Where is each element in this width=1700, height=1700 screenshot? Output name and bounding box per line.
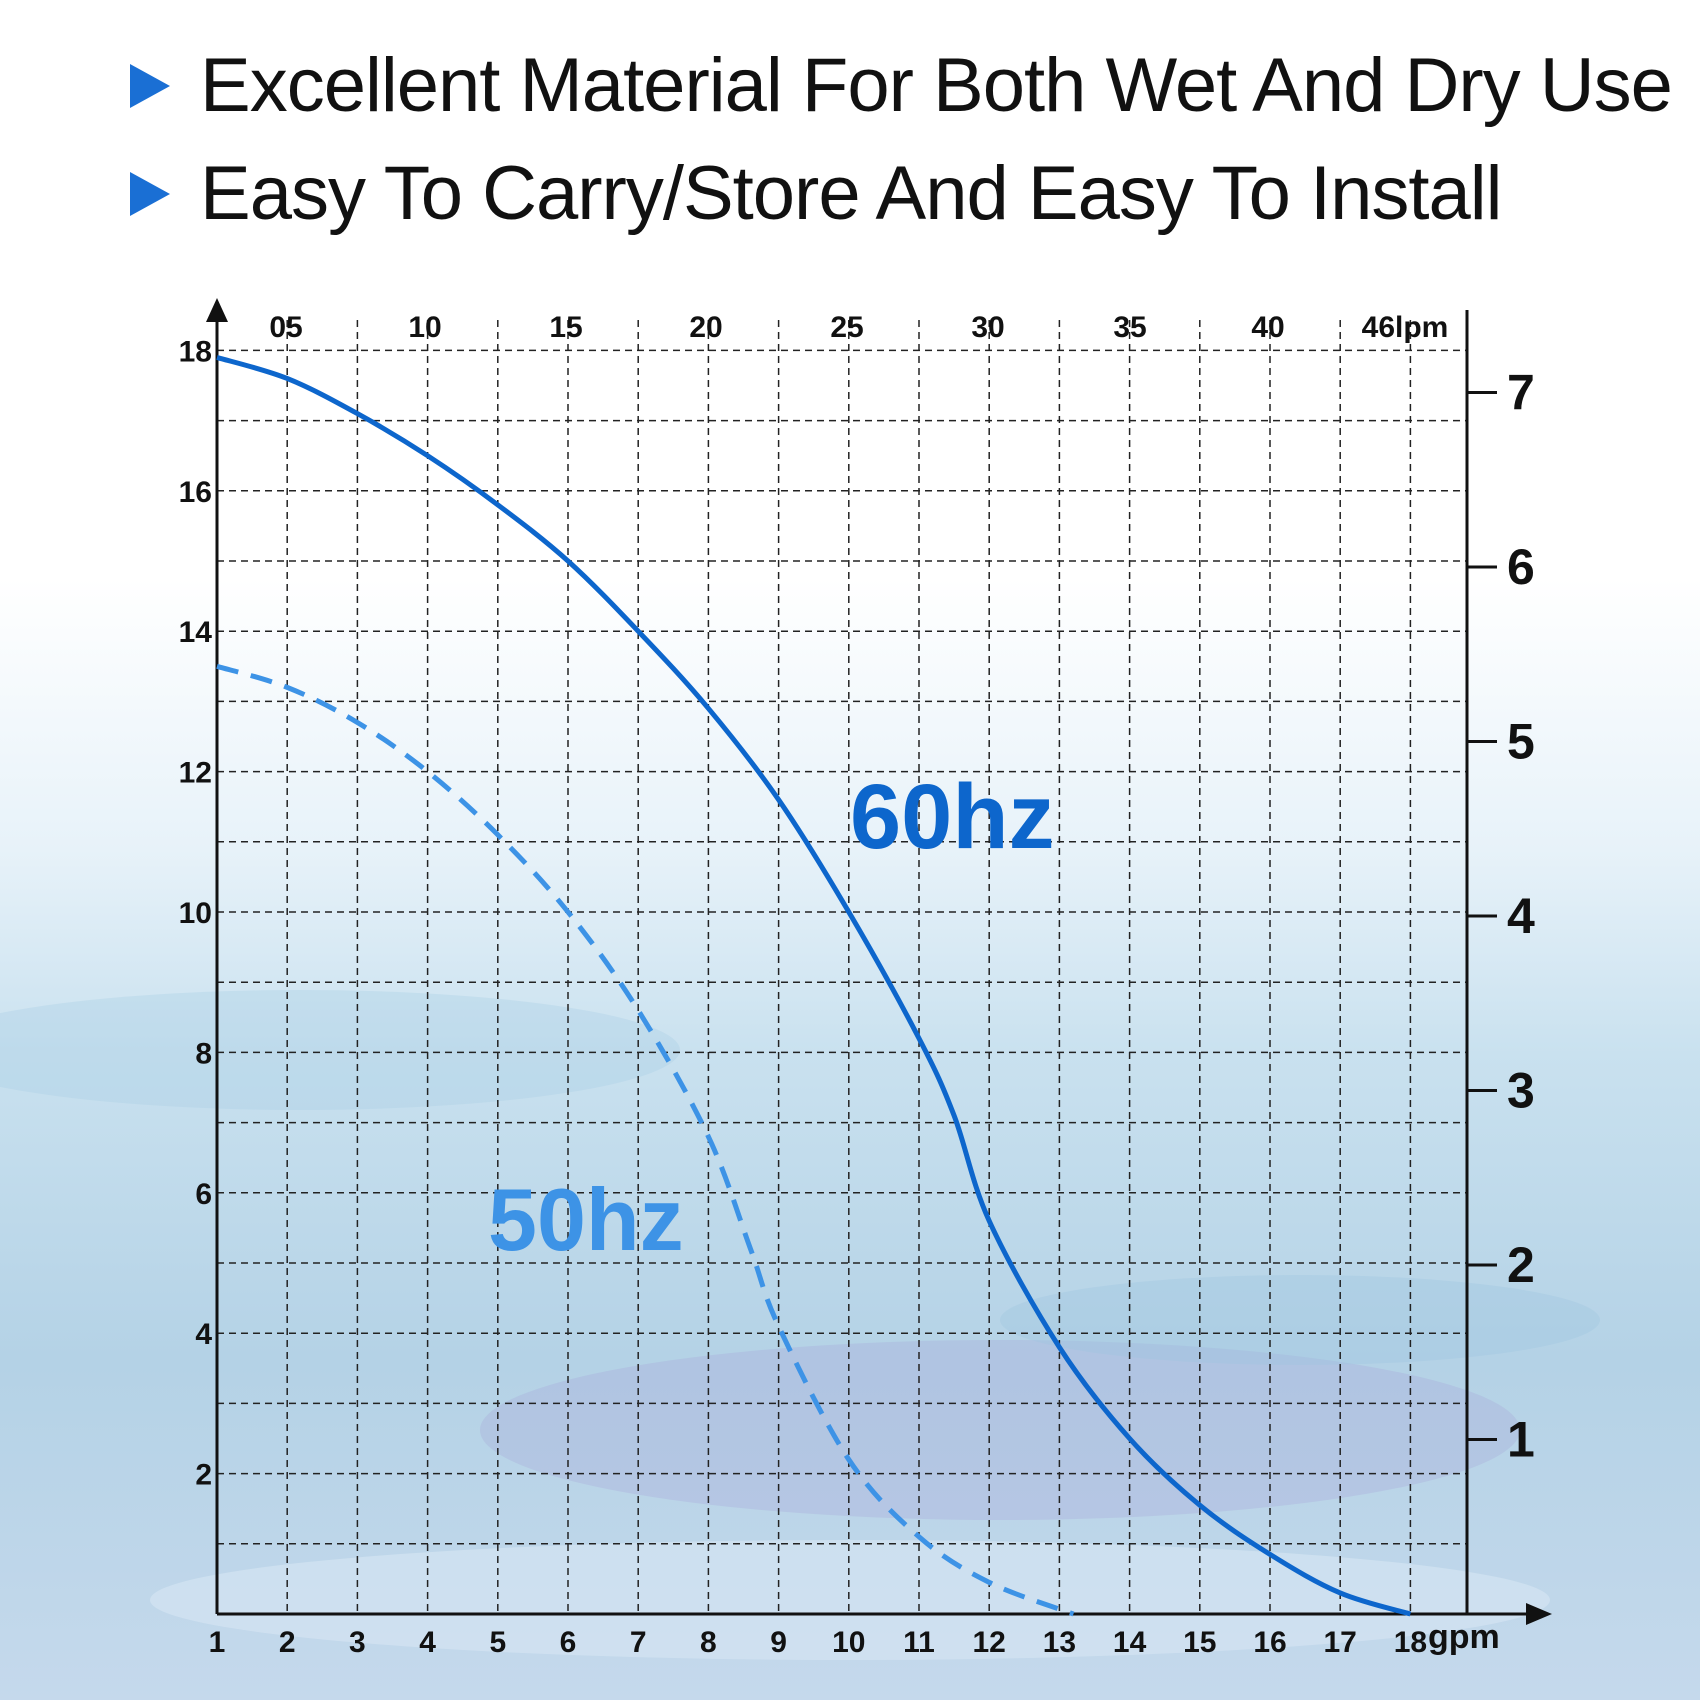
x-bottom-tick-label: 18 [1394,1626,1427,1659]
x-bottom-tick-label: 5 [489,1626,506,1659]
y-right-tick-label: 5 [1507,714,1535,770]
x-bottom-tick-label: 16 [1253,1626,1286,1659]
y-left-tick-label: 16 [179,476,212,509]
y-axis-arrow-icon [206,298,228,322]
series-line-60hz [216,355,1412,1617]
triangle-bullet-icon [130,63,170,108]
x-top-tick-label: 15 [549,311,582,344]
x-top-tick-label: 35 [1113,311,1146,344]
y-left-tick-label: 18 [179,335,212,368]
x-top-tick-label: 10 [408,311,441,344]
feature-item: Easy To Carry/Store And Easy To Install [130,150,1503,237]
y-right-tick-label: 3 [1507,1063,1535,1119]
x-bottom-tick-label: 15 [1183,1626,1216,1659]
y-right-tick-label: 4 [1507,888,1535,944]
x-top-tick-label: 40 [1251,311,1284,344]
feature-text: Excellent Material For Both Wet And Dry … [200,43,1673,128]
x-bottom-tick-label: 17 [1324,1626,1357,1659]
x-bottom-unit-label: gpm [1428,1618,1500,1656]
x-top-tick-label: 25 [830,311,863,344]
y-right-tick-label: 2 [1507,1237,1535,1293]
y-right-tick-label: 7 [1507,365,1535,421]
x-bottom-tick-label: 1 [209,1626,226,1659]
feature-text: Easy To Carry/Store And Easy To Install [200,151,1503,236]
y-left-tick-label: 14 [179,616,213,649]
series-label-50hz: 50hz [488,1170,684,1269]
series-label-60hz: 60hz [850,766,1055,868]
x-bottom-tick-label: 10 [832,1626,865,1659]
y-left-tick-label: 12 [179,757,212,790]
y-left-tick-label: 2 [195,1459,212,1492]
chart-grid [217,320,1467,1614]
x-bottom-tick-label: 7 [630,1626,647,1659]
x-bottom-tick-label: 6 [560,1626,577,1659]
triangle-bullet-icon [130,171,170,216]
x-bottom-tick-label: 8 [700,1626,717,1659]
x-top-tick-label: 46lpm [1362,311,1449,344]
chart-series: 60hz 50hz [216,355,1412,1617]
series-line-50hz [216,663,1075,1617]
x-top-tick-label: 30 [971,311,1004,344]
x-bottom-tick-label: 4 [419,1626,436,1659]
y-left-tick-label: 10 [179,897,212,930]
x-bottom-tick-label: 12 [973,1626,1006,1659]
y-right-tick-label: 6 [1507,539,1535,595]
y-right-tick-label: 1 [1507,1412,1535,1468]
x-top-tick-label: 20 [689,311,722,344]
y-left-tick-label: 6 [195,1178,212,1211]
x-bottom-tick-label: 9 [770,1626,787,1659]
x-bottom-tick-label: 14 [1113,1626,1147,1659]
chart-axes [206,298,1552,1625]
x-bottom-tick-label: 13 [1043,1626,1076,1659]
feature-item: Excellent Material For Both Wet And Dry … [130,42,1673,129]
x-bottom-tick-label: 3 [349,1626,366,1659]
x-axis-arrow-icon [1526,1603,1552,1625]
y-left-tick-label: 4 [195,1318,212,1351]
x-bottom-tick-label: 11 [903,1626,935,1659]
y-left-tick-label: 8 [195,1037,212,1070]
x-bottom-tick-label: 2 [279,1626,296,1659]
x-top-tick-label: 05 [269,311,302,344]
